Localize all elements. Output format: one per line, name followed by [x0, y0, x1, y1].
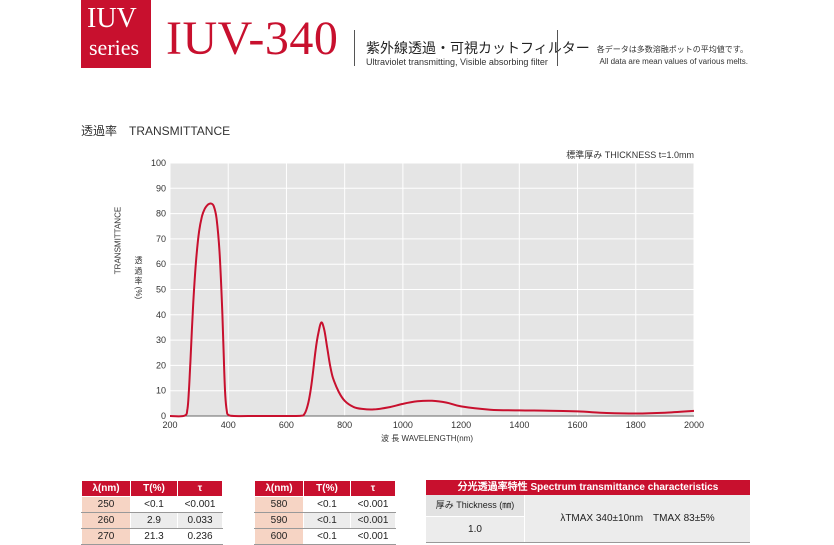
y-tick-label: 0 [161, 411, 166, 421]
cell-lambda: 580 [254, 496, 304, 513]
cell-t: <0.1 [303, 512, 351, 529]
col-tau: τ [350, 480, 396, 497]
spectrum-characteristics: 分光透過率特性 Spectrum transmittance character… [426, 480, 750, 543]
y-axis-label: TRANSMITTANCE [113, 206, 123, 275]
y-tick-label: 40 [156, 310, 166, 320]
section-title: 透過率 TRANSMITTANCE [81, 124, 231, 138]
spec-title: 分光透過率特性 Spectrum transmittance character… [426, 480, 750, 495]
x-tick-label: 1000 [393, 420, 413, 430]
cell-tau: <0.001 [177, 496, 223, 513]
cell-t: <0.1 [130, 496, 178, 513]
table-row: 270 21.3 0.236 [81, 528, 223, 545]
cell-lambda: 260 [81, 512, 131, 529]
cell-tau: <0.001 [350, 528, 396, 545]
spec-thickness-cell: 厚み Thickness (㎜) 1.0 [426, 495, 525, 542]
x-tick-label: 1200 [451, 420, 471, 430]
note-jp: 各データは多数溶融ポットの平均値です。 [596, 45, 748, 54]
cell-lambda: 600 [254, 528, 304, 545]
x-tick-label: 1800 [626, 420, 646, 430]
table-header-row: λ(nm) T(%) τ [81, 480, 223, 497]
spec-value: λTMAX 340±10nm TMAX 83±5% [560, 513, 715, 524]
transmittance-table-2: λ(nm) T(%) τ 580 <0.1 <0.001 590 <0.1 <0… [254, 480, 396, 545]
table-row: 250 <0.1 <0.001 [81, 496, 223, 513]
model-title: IUV-340 [166, 12, 339, 65]
cell-lambda: 270 [81, 528, 131, 545]
cell-tau: <0.001 [350, 512, 396, 529]
thickness-label: 標準厚み THICKNESS t=1.0mm [566, 150, 694, 160]
x-tick-label: 2000 [684, 420, 704, 430]
cell-t: <0.1 [303, 528, 351, 545]
y-tick-label: 30 [156, 335, 166, 345]
header-divider [354, 30, 355, 66]
x-tick-label: 1400 [509, 420, 529, 430]
y-tick-label: 70 [156, 234, 166, 244]
cell-tau: 0.236 [177, 528, 223, 545]
series-badge: IUV series [81, 0, 151, 68]
note-en: All data are mean values of various melt… [599, 57, 748, 66]
cell-tau: 0.033 [177, 512, 223, 529]
cell-lambda: 250 [81, 496, 131, 513]
cell-lambda: 590 [254, 512, 304, 529]
x-axis-label: 波 長 WAVELENGTH(nm) [381, 434, 474, 443]
y-axis-label-jp: 透 過 率 (%) [134, 256, 143, 300]
y-tick-label: 50 [156, 285, 166, 295]
y-tick-label: 90 [156, 183, 166, 193]
table-row: 590 <0.1 <0.001 [254, 512, 396, 529]
y-tick-label: 100 [151, 158, 166, 168]
transmittance-chart: 0 10 20 30 40 50 60 70 80 90 100 200 400 600 800 1000 12… [151, 158, 704, 430]
title-jp: 紫外線透過・可視カットフィルター [366, 40, 590, 56]
cell-tau: <0.001 [350, 496, 396, 513]
x-tick-label: 1600 [568, 420, 588, 430]
spec-body: 厚み Thickness (㎜) 1.0 λTMAX 340±10nm TMAX… [426, 495, 750, 543]
table-row: 580 <0.1 <0.001 [254, 496, 396, 513]
table-row: 260 2.9 0.033 [81, 512, 223, 529]
x-tick-label: 400 [221, 420, 236, 430]
transmittance-curve [169, 202, 695, 418]
spec-thickness-value: 1.0 [468, 524, 482, 535]
cell-t: <0.1 [303, 496, 351, 513]
x-tick-label: 600 [279, 420, 294, 430]
badge-line1: IUV [87, 3, 137, 34]
title-en: Ultraviolet transmitting, Visible absorb… [366, 57, 548, 67]
y-tick-label: 80 [156, 209, 166, 219]
table-header-row: λ(nm) T(%) τ [254, 480, 396, 497]
y-tick-label: 10 [156, 386, 166, 396]
y-tick-label: 20 [156, 360, 166, 370]
transmittance-table-1: λ(nm) T(%) τ 250 <0.1 <0.001 260 2.9 0.0… [81, 480, 223, 545]
header-divider-right [557, 30, 558, 66]
x-tick-label: 200 [162, 420, 177, 430]
x-tick-label: 800 [337, 420, 352, 430]
table-row: 600 <0.1 <0.001 [254, 528, 396, 545]
col-t: T(%) [303, 480, 351, 497]
cell-t: 2.9 [130, 512, 178, 529]
col-t: T(%) [130, 480, 178, 497]
cell-t: 21.3 [130, 528, 178, 545]
col-lambda: λ(nm) [81, 480, 131, 497]
badge-line2: series [89, 35, 140, 60]
spec-thickness-header: 厚み Thickness (㎜) [426, 495, 524, 517]
y-tick-label: 60 [156, 259, 166, 269]
col-lambda: λ(nm) [254, 480, 304, 497]
col-tau: τ [177, 480, 223, 497]
